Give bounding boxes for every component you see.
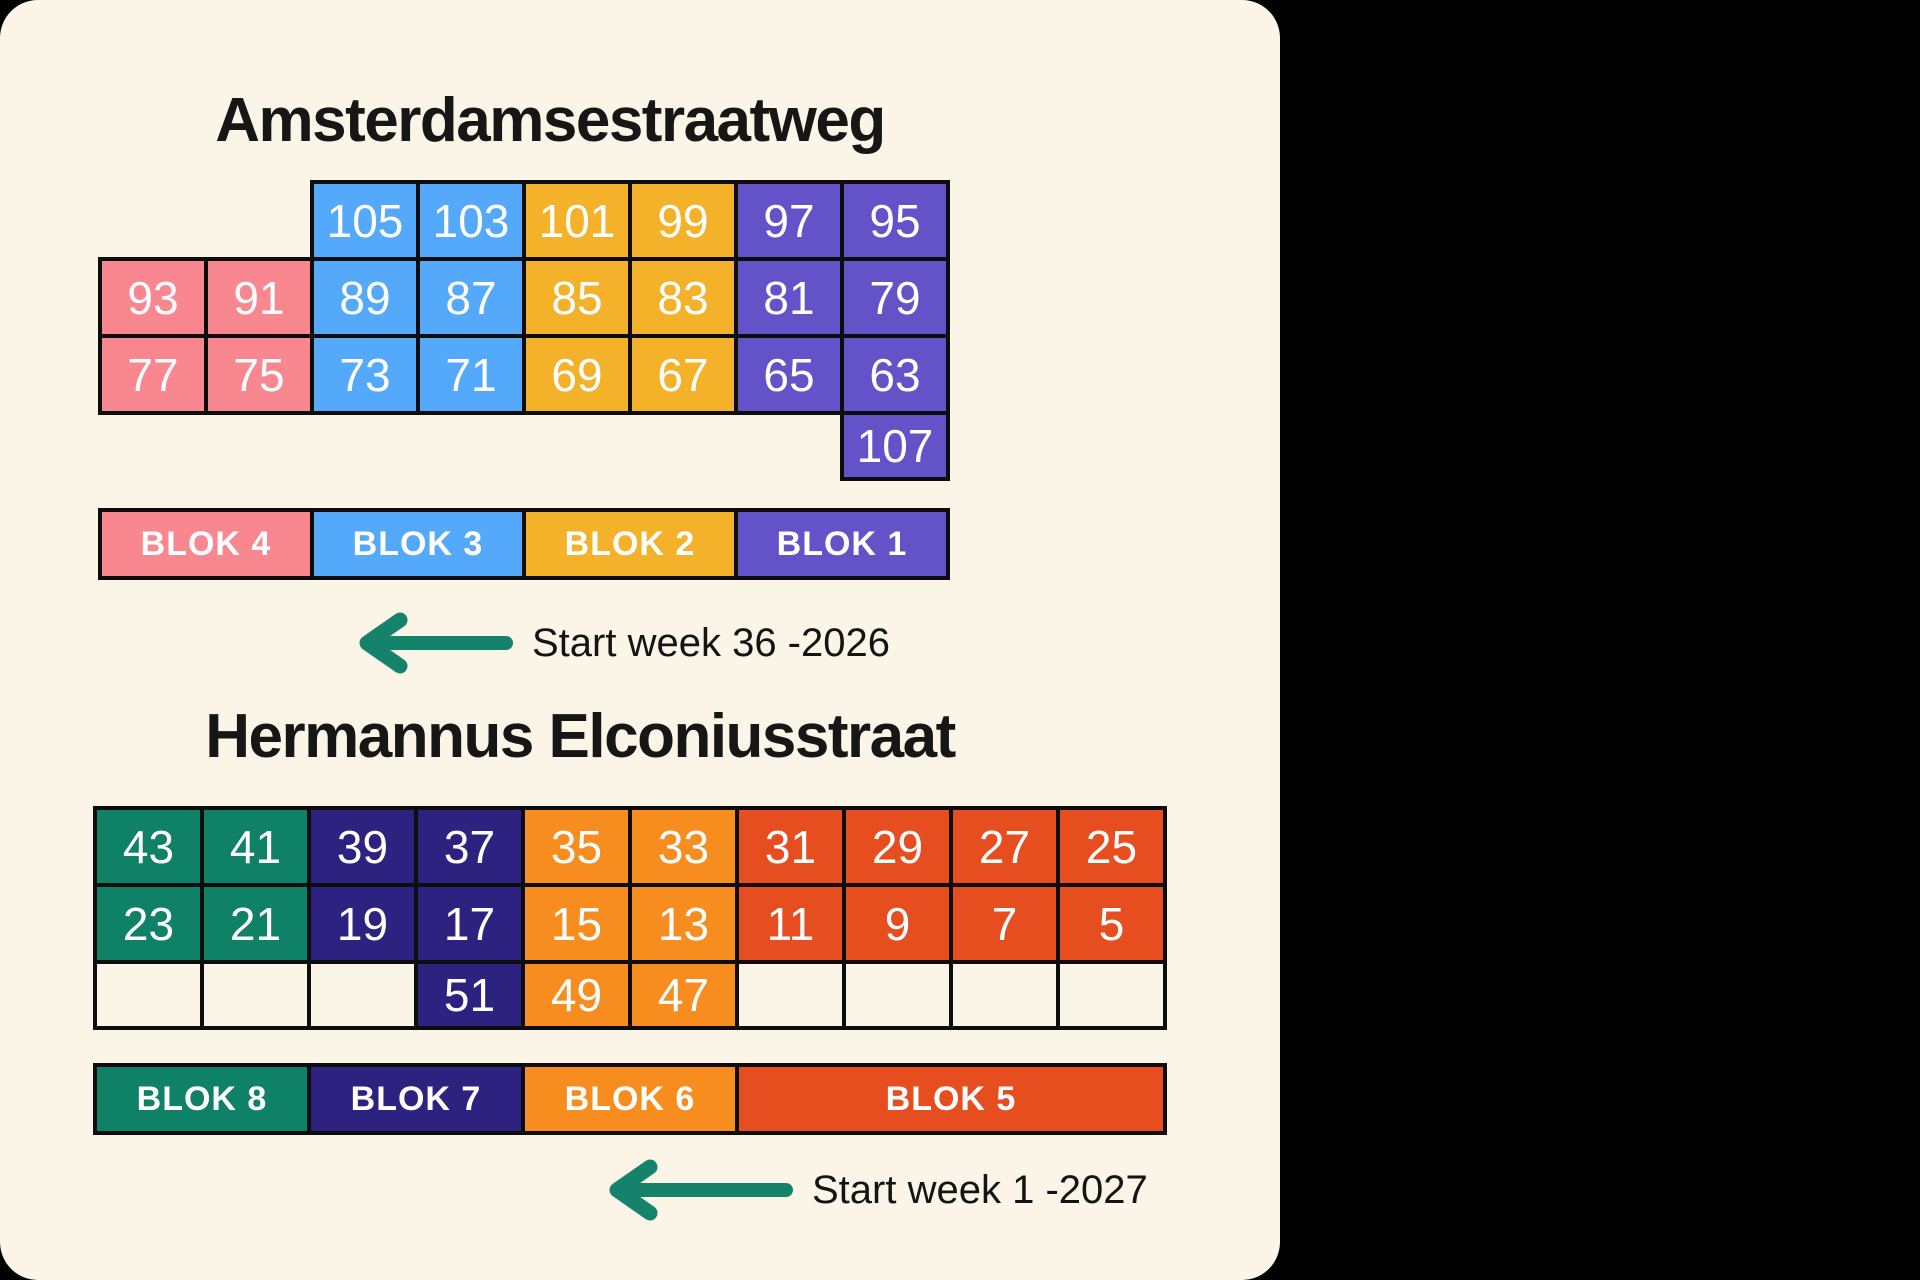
house-cell-81: 81 xyxy=(734,257,844,338)
house-cell-37: 37 xyxy=(414,806,525,887)
house-cell-33: 33 xyxy=(628,806,739,887)
house-cell-47: 47 xyxy=(628,960,739,1030)
empty-cell xyxy=(200,960,311,1030)
empty-cell xyxy=(93,960,204,1030)
empty-cell xyxy=(949,960,1060,1030)
legend-blok-8: BLOK 8 xyxy=(93,1063,311,1135)
start-week-label: Start week 1 -2027 xyxy=(812,1168,1148,1212)
house-cell-103: 103 xyxy=(416,180,526,261)
empty-cell xyxy=(1056,960,1167,1030)
house-cell-75: 75 xyxy=(204,334,314,415)
legend-blok-6: BLOK 6 xyxy=(521,1063,739,1135)
house-cell-29: 29 xyxy=(842,806,953,887)
poster-card: Amsterdamsestraatweg 105 103 101 99 97 95 93 91… xyxy=(0,0,1280,1280)
street-title-amsterdamsestraatweg: Amsterdamsestraatweg xyxy=(215,86,886,155)
house-cell-105: 105 xyxy=(310,180,420,261)
empty-cell xyxy=(735,960,846,1030)
empty-cell xyxy=(307,960,418,1030)
house-cell-49: 49 xyxy=(521,960,632,1030)
house-cell-39: 39 xyxy=(307,806,418,887)
house-cell-43: 43 xyxy=(93,806,204,887)
house-cell-19: 19 xyxy=(307,883,418,964)
house-cell-97: 97 xyxy=(734,180,844,261)
legend-blok-5: BLOK 5 xyxy=(735,1063,1167,1135)
start-week-label: Start week 36 -2026 xyxy=(532,621,890,665)
house-cell-21: 21 xyxy=(200,883,311,964)
house-cell-95: 95 xyxy=(840,180,950,261)
house-cell-35: 35 xyxy=(521,806,632,887)
legend-blok-1: BLOK 1 xyxy=(734,508,950,580)
house-cell-51: 51 xyxy=(414,960,525,1030)
house-cell-31: 31 xyxy=(735,806,846,887)
house-cell-27: 27 xyxy=(949,806,1060,887)
house-cell-99: 99 xyxy=(628,180,738,261)
legend-blok-2: BLOK 2 xyxy=(522,508,738,580)
house-cell-7: 7 xyxy=(949,883,1060,964)
house-cell-69: 69 xyxy=(522,334,632,415)
house-cell-41: 41 xyxy=(200,806,311,887)
house-cell-65: 65 xyxy=(734,334,844,415)
house-cell-73: 73 xyxy=(310,334,420,415)
house-cell-77: 77 xyxy=(98,334,208,415)
legend-blok-3: BLOK 3 xyxy=(310,508,526,580)
house-cell-5: 5 xyxy=(1056,883,1167,964)
house-cell-83: 83 xyxy=(628,257,738,338)
house-cell-93: 93 xyxy=(98,257,208,338)
house-cell-71: 71 xyxy=(416,334,526,415)
arrow-left-icon xyxy=(359,612,513,674)
legend-blok-7: BLOK 7 xyxy=(307,1063,525,1135)
house-cell-17: 17 xyxy=(414,883,525,964)
house-cell-91: 91 xyxy=(204,257,314,338)
house-cell-79: 79 xyxy=(840,257,950,338)
house-cell-107: 107 xyxy=(840,411,950,481)
house-cell-23: 23 xyxy=(93,883,204,964)
house-cell-89: 89 xyxy=(310,257,420,338)
legend-blok-4: BLOK 4 xyxy=(98,508,314,580)
empty-cell xyxy=(842,960,953,1030)
house-cell-9: 9 xyxy=(842,883,953,964)
house-cell-11: 11 xyxy=(735,883,846,964)
house-cell-63: 63 xyxy=(840,334,950,415)
house-cell-67: 67 xyxy=(628,334,738,415)
house-cell-85: 85 xyxy=(522,257,632,338)
house-cell-25: 25 xyxy=(1056,806,1167,887)
house-cell-87: 87 xyxy=(416,257,526,338)
house-cell-101: 101 xyxy=(522,180,632,261)
arrow-left-icon xyxy=(609,1159,793,1221)
house-cell-13: 13 xyxy=(628,883,739,964)
house-cell-15: 15 xyxy=(521,883,632,964)
street-title-hermannus-elconiusstraat: Hermannus Elconiusstraat xyxy=(205,702,956,771)
